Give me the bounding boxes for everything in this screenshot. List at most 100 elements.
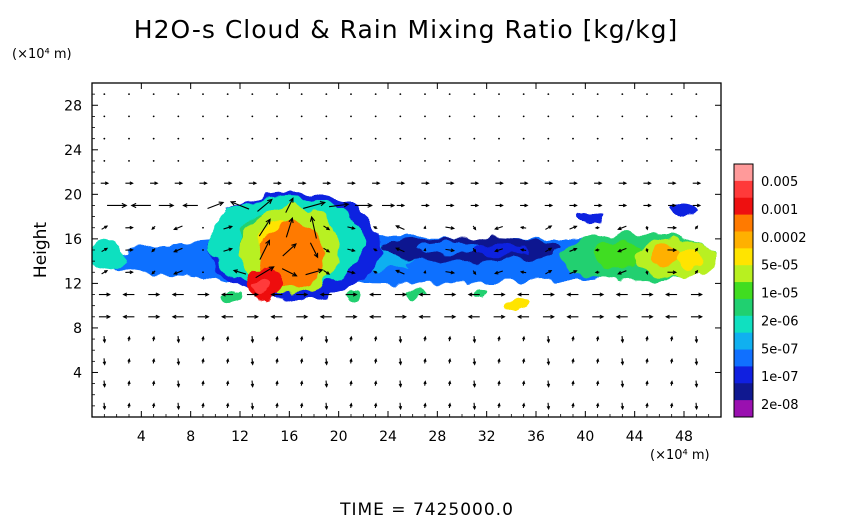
wind-vector xyxy=(423,225,427,230)
wind-vector xyxy=(423,247,427,252)
wind-vector xyxy=(421,181,430,186)
wind-vector-dot xyxy=(498,160,500,162)
wind-vector xyxy=(520,181,529,186)
wind-vector xyxy=(309,215,317,239)
wind-vector xyxy=(445,226,456,230)
wind-vector xyxy=(173,225,183,231)
wind-vector xyxy=(347,270,356,275)
wind-vector-dot xyxy=(670,160,673,162)
wind-vector xyxy=(354,203,373,208)
wind-vector-dot xyxy=(448,115,451,118)
wind-vector xyxy=(493,292,506,297)
wind-vector xyxy=(569,247,578,252)
wind-vector xyxy=(349,380,353,386)
wind-vector xyxy=(448,335,452,342)
wind-vector-dot xyxy=(325,115,328,118)
cloud-region xyxy=(505,297,530,310)
wind-vector-dot xyxy=(300,115,303,118)
wind-vector-dot xyxy=(572,160,574,162)
wind-vector xyxy=(423,402,427,409)
colorbar-swatch xyxy=(734,400,753,418)
wind-vector xyxy=(372,226,378,230)
wind-vector xyxy=(617,270,627,275)
wind-vector xyxy=(349,335,353,342)
wind-vector-dot xyxy=(399,137,402,140)
wind-vector xyxy=(448,357,452,364)
x-tick-label: 8 xyxy=(186,429,195,445)
wind-vector xyxy=(197,292,210,297)
wind-vector xyxy=(467,292,480,297)
wind-vector xyxy=(668,181,677,186)
wind-vector xyxy=(246,314,259,319)
wind-vector-dot xyxy=(695,115,698,118)
wind-vector xyxy=(472,247,477,253)
wind-vector xyxy=(594,270,600,274)
wind-vector xyxy=(122,292,135,297)
colorbar-swatch xyxy=(734,366,753,384)
wind-vector-dot xyxy=(202,115,204,118)
wind-vector xyxy=(125,181,134,186)
wind-vector xyxy=(494,270,503,275)
wind-vector xyxy=(569,225,578,230)
wind-vector xyxy=(275,380,279,386)
wind-vector-dot xyxy=(103,93,106,96)
x-tick-label: 24 xyxy=(379,429,397,445)
wind-vector xyxy=(445,248,456,253)
wind-vector-dot xyxy=(646,137,648,140)
wind-vector xyxy=(615,292,628,297)
wind-vector-dot xyxy=(350,137,352,140)
wind-vector xyxy=(418,292,431,297)
wind-vector xyxy=(349,357,353,364)
wind-vector xyxy=(201,402,205,409)
wind-vector-dot xyxy=(621,93,624,96)
y-tick-label: 24 xyxy=(64,143,82,159)
wind-vector xyxy=(148,292,161,297)
wind-vector xyxy=(667,270,678,275)
colorbar-swatch xyxy=(734,214,753,232)
wind-vector xyxy=(398,336,403,344)
wind-vector xyxy=(152,335,156,342)
wind-vector xyxy=(226,335,230,342)
wind-vector xyxy=(130,202,151,209)
wind-vector-dot xyxy=(374,160,377,162)
wind-vector xyxy=(102,358,107,366)
wind-vector xyxy=(250,358,255,366)
wind-vector-dot xyxy=(424,93,426,96)
wind-vectors xyxy=(98,93,703,411)
wind-vector-dot xyxy=(498,137,500,140)
wind-vector xyxy=(545,225,553,230)
wind-vector xyxy=(398,358,403,366)
cloud-region xyxy=(474,291,487,299)
wind-vector xyxy=(101,270,109,275)
wind-vector-dot xyxy=(374,93,377,96)
wind-vector-dot xyxy=(448,160,451,162)
wind-vector xyxy=(98,314,111,319)
colorbar-swatch xyxy=(734,180,753,199)
wind-vector xyxy=(645,270,649,276)
colorbar-label: 0.001 xyxy=(761,203,798,218)
wind-vector xyxy=(448,402,452,409)
wind-vector xyxy=(374,380,378,386)
x-tick-label: 32 xyxy=(478,429,496,445)
wind-vector-dot xyxy=(152,160,155,162)
wind-vector-dot xyxy=(670,137,673,140)
wind-vector xyxy=(201,357,205,364)
wind-vector xyxy=(152,357,156,364)
y-tick-label: 20 xyxy=(64,187,82,203)
colorbar-label: 0.0002 xyxy=(761,231,807,246)
wind-vector-dot xyxy=(103,115,106,118)
wind-vector xyxy=(596,402,600,409)
cloud-field xyxy=(92,192,719,310)
wind-vector xyxy=(596,380,600,386)
colorbar-swatch xyxy=(734,315,753,334)
wind-vector xyxy=(151,270,156,275)
wind-vector xyxy=(250,336,255,344)
wind-vector xyxy=(100,181,110,186)
wind-vector-dot xyxy=(128,137,130,140)
chart-title: H2O-s Cloud & Rain Mixing Ratio [kg/kg] xyxy=(134,15,678,44)
wind-vector xyxy=(645,402,649,409)
colorbar-label: 1e-07 xyxy=(761,370,799,385)
wind-vector-dot xyxy=(399,93,402,96)
x-unit-label: (×10⁴ m) xyxy=(650,448,710,463)
